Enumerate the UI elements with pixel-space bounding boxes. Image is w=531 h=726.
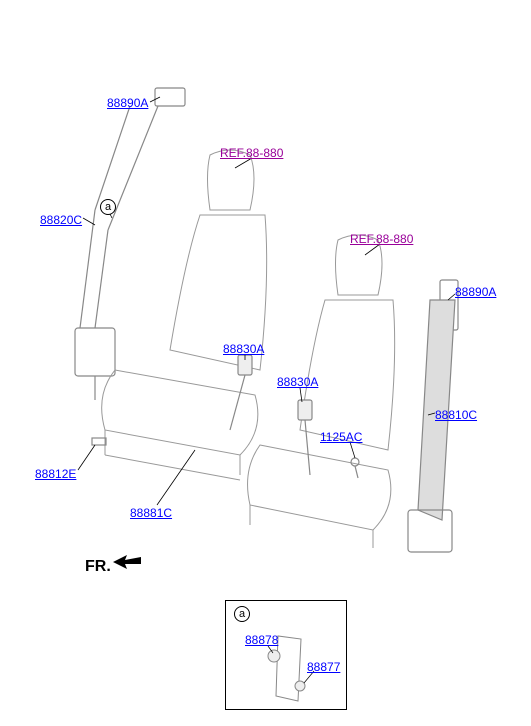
label-88820C[interactable]: 88820C — [40, 213, 82, 227]
label-1125AC[interactable]: 1125AC — [320, 430, 362, 444]
label-88890A-right[interactable]: 88890A — [455, 285, 496, 299]
label-88812E[interactable]: 88812E — [35, 467, 76, 481]
fr-label: FR. — [85, 558, 111, 576]
label-88881C[interactable]: 88881C — [130, 506, 172, 520]
diagram-illustration — [0, 0, 531, 600]
label-88877[interactable]: 88877 — [307, 660, 340, 674]
ref-label-right[interactable]: REF.88-880 — [350, 232, 413, 246]
marker-a-main-label: a — [105, 201, 111, 213]
label-88810C[interactable]: 88810C — [435, 408, 477, 422]
marker-a-main: a — [100, 199, 116, 215]
label-88878[interactable]: 88878 — [245, 633, 278, 647]
label-88830A-right[interactable]: 88830A — [277, 375, 318, 389]
label-88890A-left[interactable]: 88890A — [107, 96, 148, 110]
ref-label-left[interactable]: REF.88-880 — [220, 146, 283, 160]
detail-box-a: a — [225, 600, 347, 710]
detail-illustration — [226, 601, 348, 711]
label-88830A-left[interactable]: 88830A — [223, 342, 264, 356]
fr-arrow-icon — [113, 552, 143, 572]
